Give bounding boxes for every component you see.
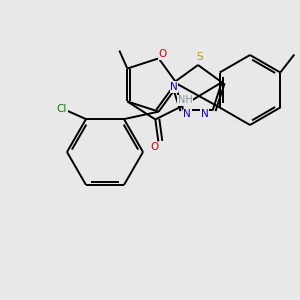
Text: O: O (158, 50, 167, 59)
Text: S: S (197, 52, 203, 62)
Text: N: N (183, 109, 191, 119)
Text: Cl: Cl (57, 104, 67, 114)
Text: N: N (170, 82, 178, 92)
Text: O: O (150, 142, 158, 152)
Text: N: N (201, 109, 208, 119)
Text: NH: NH (178, 95, 193, 106)
